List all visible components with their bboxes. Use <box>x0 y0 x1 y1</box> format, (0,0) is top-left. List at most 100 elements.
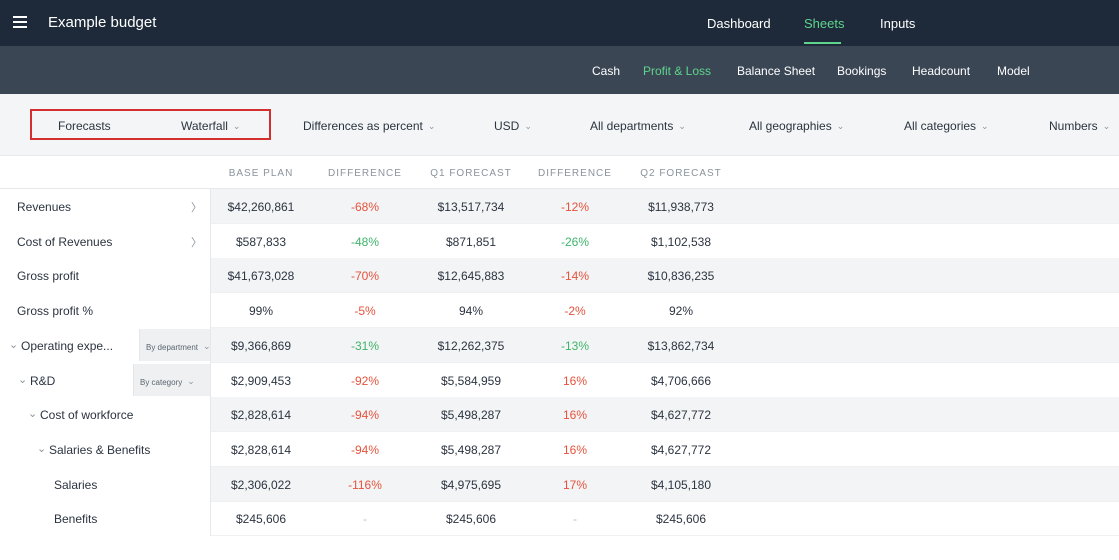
row-label: Benefits <box>54 512 98 527</box>
table-cell[interactable]: $12,645,883 <box>437 269 505 284</box>
table-cell[interactable]: 94% <box>458 304 484 319</box>
row-label-cell[interactable]: Cost of Revenues 〉 <box>0 223 211 259</box>
table-cell[interactable]: $13,862,734 <box>647 338 715 353</box>
row-grouping-dropdown[interactable]: By category ⌄ <box>133 363 210 396</box>
row-grouping-dropdown[interactable]: By department ⌄ <box>139 328 211 361</box>
table-cell[interactable]: 16% <box>562 442 588 457</box>
table-row[interactable]: Cost of Revenues 〉 $587,833 -48% $871,851 -26… <box>0 223 1119 259</box>
table-cell[interactable]: 16% <box>562 408 588 423</box>
table-cell[interactable]: -2% <box>564 304 586 319</box>
table-cell[interactable]: $245,606 <box>655 512 707 527</box>
row-label-cell[interactable]: Salaries <box>0 466 211 502</box>
row-label-cell[interactable]: Benefits <box>0 501 211 537</box>
chevron-down-icon: ⌄ <box>187 375 195 386</box>
table-cell[interactable]: $13,517,734 <box>437 200 505 214</box>
geographies-dropdown[interactable]: All geographies ⌄ <box>749 119 845 133</box>
table-cell[interactable]: -13% <box>560 338 589 353</box>
table-cell[interactable]: $1,102,538 <box>650 234 712 249</box>
currency-dropdown[interactable]: USD ⌄ <box>494 119 532 133</box>
table-row[interactable]: Gross profit $41,673,028 -70% $12,645,883 -1… <box>0 258 1119 294</box>
row-label-cell[interactable]: ⌄ R&D By category ⌄ <box>0 362 211 398</box>
table-cell[interactable]: $5,498,287 <box>440 408 502 423</box>
chevron-right-icon[interactable]: 〉 <box>191 236 202 249</box>
table-cell[interactable]: $871,851 <box>445 234 497 249</box>
categories-dropdown[interactable]: All categories ⌄ <box>904 119 989 133</box>
collapse-chevron-icon[interactable]: ⌄ <box>37 442 47 455</box>
table-cell[interactable]: $4,627,772 <box>650 442 712 457</box>
table-cell[interactable]: $11,938,773 <box>648 200 714 214</box>
sheet-tab-headcount[interactable]: Headcount <box>912 64 971 78</box>
differences-dropdown[interactable]: Differences as percent ⌄ <box>303 119 436 133</box>
table-cell[interactable]: -31% <box>350 338 379 353</box>
table-cell[interactable]: 92% <box>668 304 694 319</box>
hamburger-menu-icon[interactable] <box>13 16 27 28</box>
table-cell[interactable]: - <box>573 512 577 527</box>
table-cell[interactable]: $2,828,614 <box>230 408 292 423</box>
table-cell[interactable]: $4,105,180 <box>650 477 712 492</box>
table-cell[interactable]: $2,909,453 <box>230 373 292 388</box>
row-label-cell[interactable]: Revenues 〉 <box>0 189 211 224</box>
top-nav-inputs[interactable]: Inputs <box>880 16 916 31</box>
sheet-tab-cash[interactable]: Cash <box>592 64 621 78</box>
collapse-chevron-icon[interactable]: ⌄ <box>28 408 38 421</box>
table-cell[interactable]: $2,828,614 <box>230 442 292 457</box>
table-cell[interactable]: 17% <box>562 477 588 492</box>
table-row[interactable]: ⌄ Salaries & Benefits $2,828,614 -94% $5,498… <box>0 431 1119 467</box>
table-cell[interactable]: $9,366,869 <box>230 338 292 353</box>
chevron-right-icon[interactable]: 〉 <box>191 202 202 214</box>
table-row[interactable]: Revenues 〉 $42,260,861 -68% $13,517,734 -12% $… <box>0 189 1119 224</box>
chevron-down-icon: ⌄ <box>203 340 211 351</box>
table-cell[interactable]: -12% <box>560 200 589 214</box>
row-label-cell[interactable]: Gross profit <box>0 258 211 294</box>
table-cell[interactable]: $12,262,375 <box>437 338 505 353</box>
table-cell[interactable]: 99% <box>248 304 274 319</box>
table-cell[interactable]: $5,498,287 <box>440 442 502 457</box>
table-row[interactable]: Salaries $2,306,022 -116% $4,975,695 17% $4,1… <box>0 466 1119 502</box>
row-grouping-label: By department <box>146 342 199 352</box>
table-row[interactable]: Gross profit % 99% -5% 94% -2% 92% <box>0 293 1119 329</box>
table-cell[interactable]: $587,833 <box>235 234 287 249</box>
top-nav-dashboard[interactable]: Dashboard <box>707 16 771 31</box>
table-row[interactable]: ⌄ Operating expe... By department ⌄ $9,366,8… <box>0 327 1119 363</box>
table-cell[interactable]: 16% <box>562 373 588 388</box>
row-label-cell[interactable]: Gross profit % <box>0 293 211 329</box>
table-cell[interactable]: -26% <box>560 234 589 249</box>
top-nav-sheets[interactable]: Sheets <box>804 16 845 31</box>
table-row[interactable]: ⌄ Cost of workforce $2,828,614 -94% $5,498,2… <box>0 397 1119 433</box>
row-label-cell[interactable]: ⌄ Operating expe... By department ⌄ <box>0 327 211 363</box>
table-cell[interactable]: $245,606 <box>445 512 497 527</box>
waterfall-dropdown[interactable]: Waterfall ⌄ <box>181 119 241 133</box>
collapse-chevron-icon[interactable]: ⌄ <box>9 338 19 351</box>
numbers-dropdown[interactable]: Numbers ⌄ <box>1049 119 1111 133</box>
table-cell[interactable]: $2,306,022 <box>230 477 292 492</box>
sheet-tab-model[interactable]: Model <box>997 64 1030 78</box>
table-cell[interactable]: $10,836,235 <box>647 269 715 284</box>
table-cell[interactable]: -94% <box>350 442 379 457</box>
row-label-cell[interactable]: ⌄ Cost of workforce <box>0 397 211 433</box>
table-cell[interactable]: - <box>363 512 367 527</box>
sheet-tab-bookings[interactable]: Bookings <box>837 64 887 78</box>
table-cell[interactable]: -116% <box>348 477 382 492</box>
chevron-down-icon: ⌄ <box>1102 121 1111 131</box>
table-row[interactable]: Benefits $245,606 - $245,606 - $245,606 <box>0 501 1119 537</box>
table-row[interactable]: ⌄ R&D By category ⌄ $2,909,453 -92% $5,584,959… <box>0 362 1119 398</box>
table-cell[interactable]: -94% <box>350 408 379 423</box>
table-cell[interactable]: -68% <box>350 200 379 214</box>
table-cell[interactable]: $4,627,772 <box>650 408 712 423</box>
row-label-cell[interactable]: ⌄ Salaries & Benefits <box>0 431 211 467</box>
table-cell[interactable]: $245,606 <box>235 512 287 527</box>
table-cell[interactable]: $42,260,861 <box>227 200 295 214</box>
table-cell[interactable]: -70% <box>350 269 379 284</box>
table-cell[interactable]: $5,584,959 <box>440 373 502 388</box>
departments-dropdown[interactable]: All departments ⌄ <box>590 119 686 133</box>
sheet-tab-profit-loss[interactable]: Profit & Loss <box>643 64 712 78</box>
table-cell[interactable]: $4,975,695 <box>440 477 502 492</box>
table-cell[interactable]: -5% <box>354 304 376 319</box>
table-cell[interactable]: -48% <box>350 234 379 249</box>
table-cell[interactable]: $4,706,666 <box>650 373 712 388</box>
table-cell[interactable]: -92% <box>350 373 379 388</box>
table-cell[interactable]: $41,673,028 <box>227 269 295 284</box>
collapse-chevron-icon[interactable]: ⌄ <box>18 373 28 386</box>
sheet-tab-balance-sheet[interactable]: Balance Sheet <box>737 64 816 78</box>
table-cell[interactable]: -14% <box>560 269 589 284</box>
